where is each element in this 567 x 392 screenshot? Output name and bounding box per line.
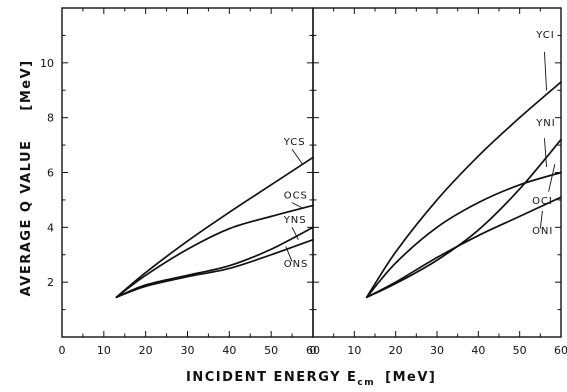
series-line-yci xyxy=(367,82,561,297)
series-label-oni: ONI xyxy=(532,226,553,237)
panel-frame-left xyxy=(62,8,313,337)
x-tick-label-left: 40 xyxy=(222,344,236,357)
y-tick-label: 2 xyxy=(47,276,54,289)
series-label-yns: YNS xyxy=(283,215,307,226)
y-axis-unit: [MeV] xyxy=(19,59,34,110)
x-tick-label-right: 10 xyxy=(347,344,361,357)
x-tick-label-left: 0 xyxy=(59,344,66,357)
series-label-ons: ONS xyxy=(284,259,309,270)
y-tick-label: 10 xyxy=(40,57,54,70)
x-axis-label: INCIDENT ENERGY Ecm [MeV] xyxy=(186,370,436,388)
chart-panels: 0 10 20 30 40 50 60 2 4 6 8 10 YCS OCS YNS ONS 0 10 20 30 40… xyxy=(40,8,567,357)
x-tick-label-left: 20 xyxy=(139,344,153,357)
series-label-yci: YCI xyxy=(535,30,555,41)
panel-frame-right xyxy=(313,8,561,337)
series-label-yni: YNI xyxy=(535,118,556,129)
series-leader-yci xyxy=(544,52,546,90)
series-leader-oci xyxy=(549,164,555,191)
y-tick-label: 4 xyxy=(47,221,54,234)
x-tick-label-left: 30 xyxy=(181,344,195,357)
series-leader-ocs xyxy=(292,203,302,208)
y-tick-label: 6 xyxy=(47,167,54,180)
x-tick-label-right: 40 xyxy=(471,344,485,357)
series-leader-yni xyxy=(544,138,546,167)
series-label-ocs: OCS xyxy=(284,191,308,202)
x-tick-label-left: 10 xyxy=(97,344,111,357)
series-leader-ycs xyxy=(292,149,302,164)
series-line-ycs xyxy=(116,157,313,297)
series-label-ycs: YCS xyxy=(283,137,306,148)
x-axis-label-subscript: cm xyxy=(357,378,375,388)
x-tick-label-right: 0 xyxy=(310,344,317,357)
series-line-oni xyxy=(367,197,561,297)
x-axis-label-main: INCIDENT ENERGY E xyxy=(186,370,357,385)
x-axis-unit: [MeV] xyxy=(385,370,436,385)
x-tick-label-right: 30 xyxy=(430,344,444,357)
y-axis-label: AVERAGE Q VALUE xyxy=(19,140,34,297)
x-tick-label-right: 60 xyxy=(554,344,567,357)
series-line-yni xyxy=(367,140,561,298)
x-tick-label-right: 50 xyxy=(513,344,527,357)
x-tick-label-left: 50 xyxy=(264,344,278,357)
x-tick-label-right: 20 xyxy=(389,344,403,357)
y-tick-label: 8 xyxy=(47,112,54,125)
